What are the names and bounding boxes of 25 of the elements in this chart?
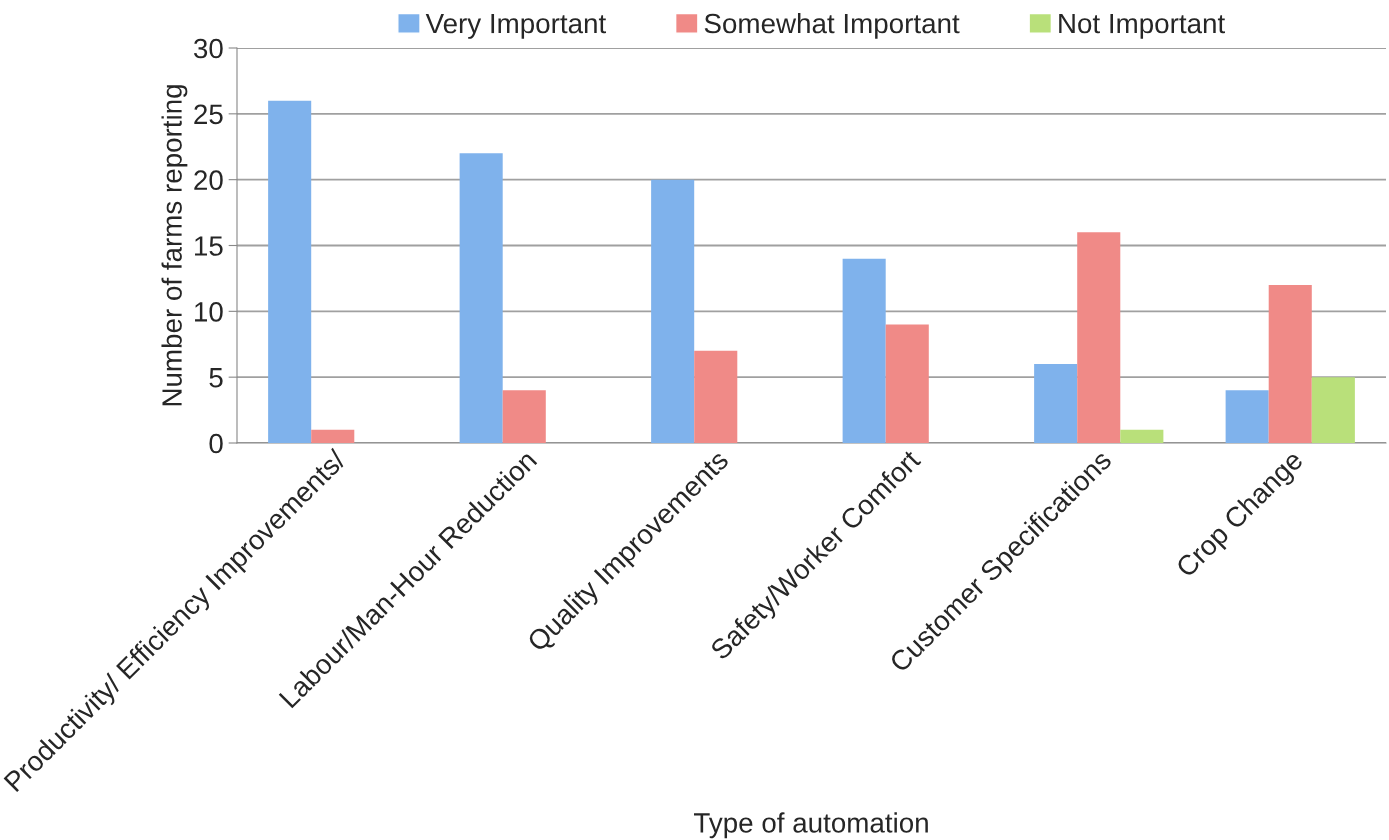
legend-label: Very Important	[425, 13, 607, 39]
bar	[1225, 390, 1269, 443]
bar	[1034, 364, 1078, 443]
bar	[502, 390, 546, 443]
y-tick-label: 10	[195, 302, 223, 322]
y-tick-label: 5	[209, 368, 223, 388]
bar	[311, 429, 355, 443]
bar	[651, 179, 695, 443]
bar	[885, 324, 929, 443]
legend-label: Not Important	[1059, 13, 1226, 39]
bar	[842, 258, 886, 443]
bar	[1268, 285, 1312, 443]
bar	[1077, 232, 1121, 443]
bar	[694, 350, 738, 443]
x-axis-title: Type of automation	[694, 812, 928, 839]
bar	[459, 153, 503, 443]
legend-label: Somewhat Important	[704, 12, 960, 39]
bar	[1120, 429, 1164, 443]
y-tick-label: 20	[194, 170, 223, 191]
y-tick-label: 15	[195, 236, 223, 256]
bar	[1311, 377, 1355, 443]
y-tick-label: 30	[193, 38, 223, 59]
y-tick-label: 25	[194, 104, 223, 125]
y-axis-title: Number of farms reporting	[161, 85, 188, 406]
bar	[268, 100, 312, 443]
